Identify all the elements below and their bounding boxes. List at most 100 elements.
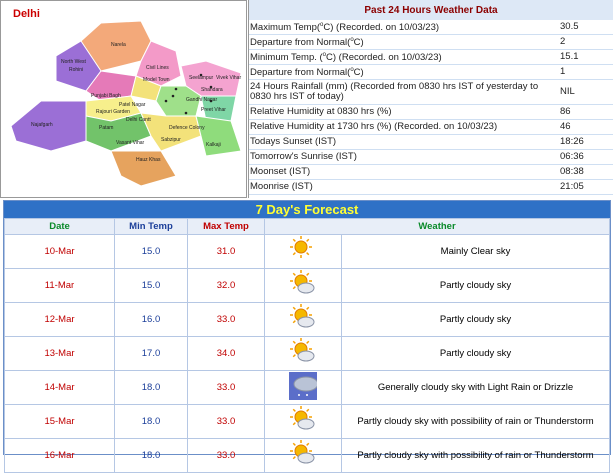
- date: 13-Mar: [4, 336, 115, 371]
- min-temp: 15.0: [114, 268, 188, 303]
- weather: Partly cloudy sky: [341, 336, 610, 371]
- map-dot: [199, 73, 203, 77]
- past-label: Maximum Temp(oC) (Recorded. on 10/03/23): [249, 20, 558, 35]
- weather-icon: [290, 440, 315, 464]
- district-label: Vasant Vihar: [116, 140, 145, 146]
- max-temp: 33.0: [187, 370, 265, 405]
- past-row: Departure from Normal(oC) 1: [249, 64, 613, 80]
- forecast-row: 16-Mar 18.0 33.0 Partly cloudy sky with pos…: [4, 438, 610, 473]
- past-row: Minimum Temp. (oC) (Recorded. on 10/03/2…: [249, 49, 613, 65]
- forecast-row: 15-Mar 18.0 33.0 Partly cloudy sky with pos…: [4, 404, 610, 439]
- district-label: Patam: [99, 125, 113, 131]
- district-label: Defence Colony: [169, 125, 205, 131]
- past-label: Departure from Normal(oC): [249, 64, 558, 80]
- district-label: Delhi Cantt: [126, 117, 151, 123]
- label-text: Departure from Normal(: [250, 37, 351, 49]
- past-title: Past 24 Hours Weather Data: [249, 0, 613, 20]
- past-row: Moonrise (IST) 21:05: [249, 179, 613, 195]
- sun-ray: [292, 408, 296, 412]
- min-temp: 18.0: [114, 404, 188, 439]
- past-value: 2: [558, 34, 613, 50]
- label-text: C) (Recorded. on 10/03/23): [326, 52, 442, 64]
- icon-cell: [264, 370, 342, 405]
- label-text: Maximum Temp(: [250, 22, 321, 34]
- weather: Partly cloudy sky with possibility of ra…: [341, 404, 610, 439]
- past-row: Departure from Normal(oC) 2: [249, 34, 613, 50]
- district-label: Seelampur: [189, 75, 214, 81]
- label-sup: o: [350, 37, 354, 44]
- district-label: Civil Lines: [146, 65, 169, 71]
- map-dot: [209, 99, 213, 103]
- max-temp: 33.0: [187, 302, 265, 337]
- sun-ray: [306, 238, 310, 242]
- map-dot: [184, 111, 188, 115]
- cloud: [297, 350, 315, 362]
- sun-ray: [292, 286, 296, 290]
- header-min: Min Temp: [114, 218, 188, 235]
- icon-cell: [264, 268, 342, 303]
- past-row: 24 Hours Rainfall (mm) (Recorded from 08…: [249, 79, 613, 105]
- forecast: 7 Day's Forecast Date Min Temp Max Temp …: [3, 200, 611, 473]
- max-temp: 33.0: [187, 404, 265, 439]
- sun-ray: [292, 252, 296, 256]
- weather-icon: [289, 372, 319, 400]
- past-label: Todays Sunset (IST): [249, 134, 558, 150]
- district-label: Narela: [111, 42, 126, 48]
- past-row: Moonset (IST) 08:38: [249, 164, 613, 180]
- district-label: North West: [61, 59, 87, 65]
- district-label: Preet Vihar: [201, 107, 226, 113]
- forecast-row: 10-Mar 15.0 31.0 Mainly Clear sky: [4, 234, 610, 269]
- map-title: Delhi: [13, 8, 40, 20]
- weather-icon: [290, 236, 312, 258]
- past-value: 15.1: [558, 49, 613, 65]
- drop: [306, 394, 308, 396]
- map: Delhi Narela Rohini North West Model Town Se…: [10, 8, 242, 187]
- date: 15-Mar: [4, 404, 115, 439]
- past-label: 24 Hours Rainfall (mm) (Recorded from 08…: [249, 79, 558, 105]
- icon-cell: [264, 234, 342, 269]
- weather-icon: [290, 338, 315, 362]
- sun-ray: [292, 238, 296, 242]
- past-row: Relative Humidity at 1730 hrs (%) (Recor…: [249, 119, 613, 135]
- district-label: Punjabi Bagh: [91, 93, 121, 99]
- sun-ray: [292, 422, 296, 426]
- icon-cell: [264, 438, 342, 473]
- past-row: Relative Humidity at 0830 hrs (%) 86: [249, 104, 613, 120]
- forecast-row: 11-Mar 15.0 32.0 Partly cloudy sky: [4, 268, 610, 303]
- label-text: C) (Recorded. on 10/03/23): [323, 22, 440, 34]
- min-temp: 16.0: [114, 302, 188, 337]
- weather: Partly cloudy sky: [341, 268, 610, 303]
- date: 14-Mar: [4, 370, 115, 405]
- sun-ray: [292, 320, 296, 324]
- past-row: Tomorrow's Sunrise (IST) 06:36: [249, 149, 613, 165]
- district-label: Shahdara: [201, 87, 223, 93]
- date: 10-Mar: [4, 234, 115, 269]
- forecast-row: 13-Mar 17.0 34.0 Partly cloudy sky: [4, 336, 610, 371]
- weather-icon: [290, 270, 315, 294]
- map-dot: [171, 94, 175, 98]
- weather-icon: [290, 304, 315, 328]
- district-label: Rohini: [69, 67, 83, 73]
- forecast-table: Date Min Temp Max Temp Weather 10-Mar 15.…: [4, 218, 610, 473]
- past-row: Maximum Temp(oC) (Recorded. on 10/03/23)…: [249, 20, 613, 35]
- forecast-title: 7 Day's Forecast: [4, 201, 610, 218]
- past-label: Relative Humidity at 0830 hrs (%): [249, 104, 558, 120]
- past-value: 18:26: [558, 134, 613, 150]
- sun-ray: [306, 408, 310, 412]
- max-temp: 34.0: [187, 336, 265, 371]
- sun-ray: [292, 340, 296, 344]
- min-temp: 15.0: [114, 234, 188, 269]
- max-temp: 32.0: [187, 268, 265, 303]
- past-label: Minimum Temp. (oC) (Recorded. on 10/03/2…: [249, 49, 558, 65]
- icon-cell: [264, 404, 342, 439]
- icon-cell: [264, 302, 342, 337]
- label-sup: o: [322, 52, 327, 59]
- district-label: Gandhi Nagar: [186, 97, 217, 103]
- label-text: C): [353, 37, 364, 49]
- label-sup: o: [320, 22, 324, 29]
- district-label: Model Town: [143, 77, 170, 83]
- district-label: Rajouri Garden: [96, 109, 130, 115]
- sun-ray: [306, 442, 310, 446]
- past-value: 30.5: [558, 20, 613, 35]
- max-temp: 31.0: [187, 234, 265, 269]
